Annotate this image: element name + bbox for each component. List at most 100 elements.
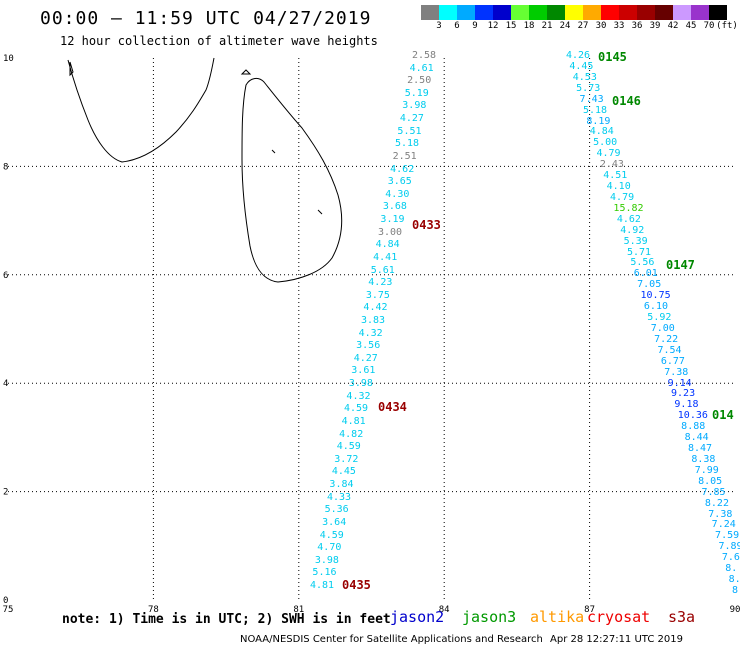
wave-height-value: 3.00 [378,226,403,238]
y-tick-label: 0 [3,596,8,606]
credit-line: NOAA/NESDIS Center for Satellite Applica… [240,634,543,645]
color-swatch [565,5,583,20]
wave-height-value: 7.43 [579,93,604,105]
wave-height-value: 4.42 [363,302,388,314]
wave-height-value: 4.51 [603,170,628,182]
y-tick-label: 10 [3,54,14,64]
wave-height-value: 3.61 [351,365,376,377]
wave-height-value: 4.23 [368,277,393,289]
wave-height-value: 4.53 [572,71,597,83]
wave-height-value: 4.84 [375,239,400,251]
wave-height-value: 3.98 [348,378,373,390]
color-swatch [637,5,655,20]
satellite-legend-item: s3a [668,608,696,626]
color-swatch [475,5,493,20]
wave-height-value: 5.18 [582,104,608,116]
wave-height-value: 3.72 [334,453,359,465]
map-title: 00:00 – 11:59 UTC 04/27/2019 [40,8,372,29]
wave-height-value: 3.84 [329,479,354,491]
wave-height-value: 7.99 [694,464,719,476]
wave-height-value: 7.54 [657,344,682,356]
wave-height-value: 3.98 [402,100,427,112]
wave-height-value: 6.10 [643,301,668,313]
x-tick-label: 81 [293,605,304,615]
satellite-legend-item: cryosat [587,608,651,626]
wave-height-value: 8 [732,585,739,596]
color-scale-label: 45 [685,21,697,31]
color-scale-labels: 3 6 9 12 15 18 21 24 27 30 33 36 39 42 45 70 (ft) [421,21,738,33]
wave-height-value: 5.19 [404,87,429,99]
color-swatch [457,5,475,20]
color-scale-label: 12 [487,21,499,31]
wave-height-value: 8.88 [681,421,706,433]
wave-height-value: 8.19 [586,115,611,127]
wave-height-value: 7.89 [718,541,740,553]
wave-height-value: 4.70 [317,542,342,554]
map-subtitle: 12 hour collection of altimeter wave hei… [60,34,378,48]
color-swatch [511,5,529,20]
x-tick-label: 87 [584,605,595,615]
wave-height-value: 4.62 [390,163,415,175]
y-tick-label: 8 [3,162,8,172]
wave-height-value: 8. [728,574,740,586]
wave-height-value: 7.38 [708,508,733,520]
wave-height-value: 8.47 [687,443,713,455]
wave-height-value: 5.51 [397,125,422,137]
wave-height-value: 4.27 [353,352,378,364]
wave-height-value: 4.10 [606,181,631,193]
y-tick-label: 2 [3,488,8,498]
satellite-legend-item: jason2 [390,608,445,626]
pass-id-label: 0146 [612,94,641,108]
wave-height-value: 8.22 [704,497,729,509]
wave-height-value: 5.92 [647,312,672,324]
wave-height-value: 9.23 [671,388,696,400]
wave-height-value: 7.05 [637,279,662,291]
wave-height-value: 7.24 [711,519,736,531]
color-swatch [691,5,709,20]
pass-id-label: 014 [712,408,734,422]
island-4 [317,209,323,215]
wave-height-value: 4.62 [616,213,641,225]
wave-height-value: 4.26 [566,50,591,61]
wave-height-value: 8.38 [691,453,716,465]
wave-height-value: 8. [725,563,738,575]
wave-height-value: 5.71 [626,246,652,258]
wave-height-value: 4.32 [358,327,383,339]
satellite-legend-item: jason3 [462,608,517,626]
wave-height-value: 4.81 [310,580,335,591]
color-swatch [439,5,457,20]
color-scale-bar [421,5,727,20]
pass-id-label: 0433 [412,218,441,232]
color-scale-label: 30 [595,21,607,31]
wave-height-value: 8.44 [684,432,709,444]
color-scale-label: 6 [454,21,460,31]
x-tick-label: 78 [148,605,159,615]
wave-height-value: 5.39 [623,235,648,247]
wave-height-value: 7.22 [654,333,679,345]
color-swatch [583,5,601,20]
wave-height-value: 5.61 [370,264,395,276]
wave-height-value: 3.75 [365,289,390,301]
color-swatch [421,5,439,20]
x-tick-label: 75 [3,605,14,615]
wave-height-value: 4.41 [373,251,398,263]
color-swatch [619,5,637,20]
color-scale-label: 15 [505,21,517,31]
wave-height-value: 4.92 [620,224,645,236]
wave-height-value: 2.50 [407,75,432,87]
color-scale-label: 18 [523,21,535,31]
wave-height-value: 4.81 [341,415,366,427]
y-tick-label: 4 [3,379,8,389]
island-1 [69,61,74,77]
color-scale-label: 36 [631,21,643,31]
wave-height-value: 4.59 [336,441,361,453]
wave-height-value: 7.85 [701,486,726,498]
y-tick-label: 6 [3,271,8,281]
wave-height-value: 4.45 [331,466,356,478]
color-scale-label: 70 [703,21,715,31]
wave-height-value: 4.61 [409,62,434,74]
color-scale-label: 24 [559,21,571,31]
wave-height-value: 7.6 [721,552,740,564]
wave-height-value: 6.01 [633,268,658,280]
